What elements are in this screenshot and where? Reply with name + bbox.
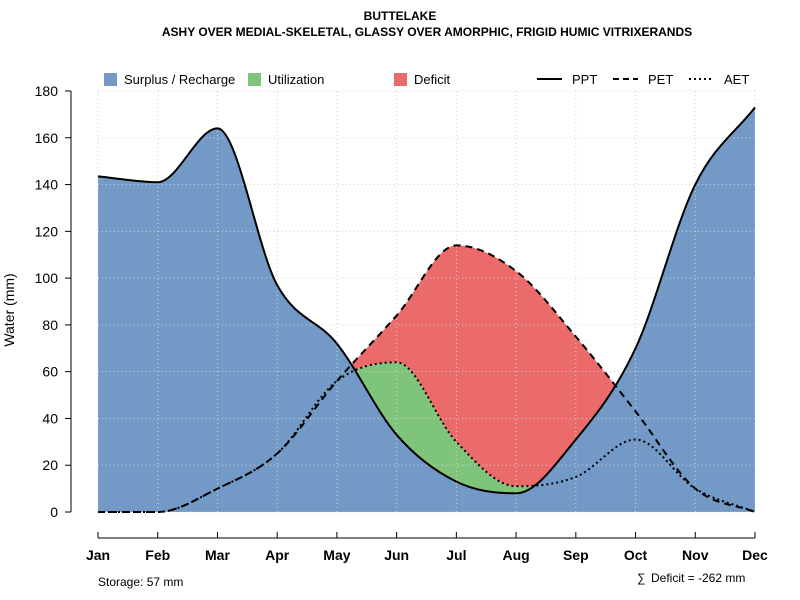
x-tick-label: Dec [742,547,768,563]
series-line-aet [97,361,756,513]
legend-label: AET [724,72,749,87]
x-tick-label: Feb [145,547,170,563]
x-tick-label: Jan [86,547,110,563]
storage-note: Storage: 57 mm [98,575,183,589]
x-tick-label: Sep [563,547,589,563]
y-tick-label: 160 [35,130,59,146]
y-tick-label: 140 [35,177,59,193]
x-tick-label: Mar [205,547,230,563]
legend-label: Utilization [268,72,324,87]
legend-label: PET [648,72,673,87]
grid-lines [97,90,756,513]
legend-label: PPT [572,72,597,87]
y-tick-label: 180 [35,83,59,99]
legend-label: Surplus / Recharge [124,72,235,87]
x-tick-label: May [323,547,350,563]
series-line-pet [97,244,756,513]
x-tick-label: Jun [384,547,409,563]
y-tick-label: 40 [42,410,58,426]
y-tick-label: 100 [35,270,59,286]
x-tick-label: Jul [446,547,466,563]
chart-subtitle: ASHY OVER MEDIAL-SKELETAL, GLASSY OVER A… [162,25,692,39]
series-lines [97,106,756,513]
y-tick-label: 60 [42,364,58,380]
legend-swatch [394,73,407,86]
sum-symbol: ∑ [637,571,646,585]
x-tick-label: Nov [682,547,709,563]
legend-swatch [248,73,261,86]
legend: Surplus / Recharge Utilization Deficit PPT P… [104,72,749,87]
chart-title: BUTTELAKE [364,9,437,23]
legend-swatch [104,73,117,86]
x-tick-label: Apr [265,547,290,563]
surplus-area [98,107,755,512]
y-tick-label: 0 [50,504,58,520]
y-axis-title: Water (mm) [1,273,17,346]
y-tick-label: 20 [42,457,58,473]
y-tick-label: 120 [35,223,59,239]
x-axis: Jan Feb Mar Apr May Jun Jul Aug Sep Oct Nov Dec [86,532,768,563]
y-tick-label: 80 [42,317,58,333]
series-line-ppt [97,106,756,495]
legend-label: Deficit [414,72,451,87]
area-fills [98,107,755,512]
x-tick-label: Aug [502,547,529,563]
deficit-note: Deficit = -262 mm [651,571,745,585]
x-tick-label: Oct [624,547,648,563]
y-axis: 0 20 40 60 80 100 120 140 160 180 [35,83,72,520]
